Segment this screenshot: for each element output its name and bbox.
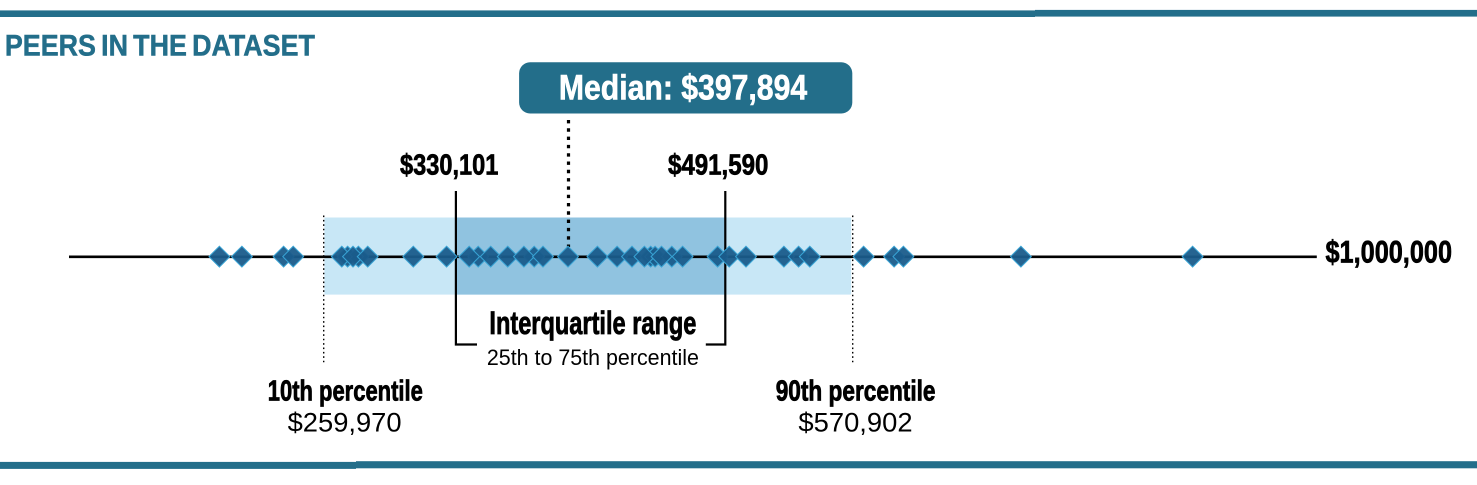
svg-text:$570,902: $570,902: [798, 408, 912, 438]
svg-text:$491,590: $491,590: [668, 150, 769, 182]
svg-text:10th percentile: 10th percentile: [268, 376, 423, 408]
svg-text:25th to 75th percentile: 25th to 75th percentile: [487, 345, 699, 370]
svg-text:PEERS IN THE DATASET: PEERS IN THE DATASET: [5, 29, 315, 62]
svg-text:Median: $397,894: Median: $397,894: [559, 69, 808, 108]
svg-text:$259,970: $259,970: [288, 408, 402, 438]
svg-text:$1,000,000: $1,000,000: [1326, 234, 1453, 269]
svg-text:Interquartile range: Interquartile range: [489, 305, 696, 341]
svg-text:90th percentile: 90th percentile: [776, 376, 936, 408]
svg-text:$330,101: $330,101: [400, 150, 498, 182]
